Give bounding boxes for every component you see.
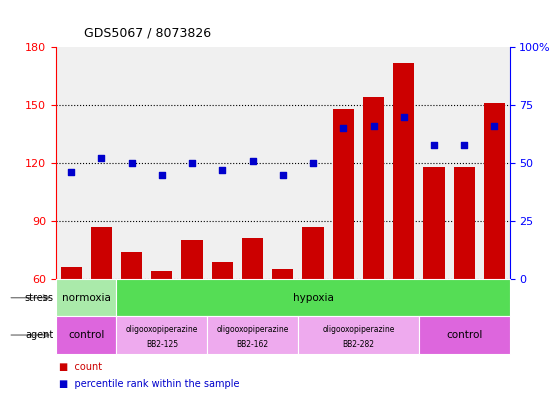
Text: control: control bbox=[68, 330, 104, 340]
Bar bbox=[151, 271, 172, 279]
Point bbox=[218, 167, 227, 173]
Point bbox=[248, 158, 257, 164]
Bar bbox=[56, 279, 116, 316]
Point bbox=[460, 141, 469, 148]
Point bbox=[309, 160, 318, 166]
Bar bbox=[212, 262, 233, 279]
Text: agent: agent bbox=[25, 330, 53, 340]
Point bbox=[369, 123, 378, 129]
Text: hypoxia: hypoxia bbox=[293, 293, 333, 303]
Text: stress: stress bbox=[24, 293, 53, 303]
Bar bbox=[272, 269, 293, 279]
Point bbox=[157, 171, 166, 178]
Point bbox=[430, 141, 438, 148]
Bar bbox=[298, 316, 419, 354]
Bar bbox=[484, 103, 505, 279]
Text: normoxia: normoxia bbox=[62, 293, 111, 303]
Bar bbox=[116, 316, 207, 354]
Bar bbox=[423, 167, 445, 279]
Point bbox=[399, 114, 408, 120]
Point bbox=[278, 171, 287, 178]
Text: BB2-125: BB2-125 bbox=[146, 340, 178, 349]
Text: ■  count: ■ count bbox=[59, 362, 102, 371]
Bar bbox=[393, 62, 414, 279]
Bar bbox=[454, 167, 475, 279]
Text: ■  percentile rank within the sample: ■ percentile rank within the sample bbox=[59, 379, 239, 389]
Bar bbox=[116, 279, 510, 316]
Point bbox=[490, 123, 499, 129]
Bar bbox=[181, 241, 203, 279]
Text: oligooxopiperazine: oligooxopiperazine bbox=[216, 325, 289, 334]
Bar bbox=[242, 239, 263, 279]
Text: BB2-282: BB2-282 bbox=[342, 340, 375, 349]
Text: oligooxopiperazine: oligooxopiperazine bbox=[125, 325, 198, 334]
Bar bbox=[419, 316, 510, 354]
Point bbox=[97, 155, 106, 162]
Bar bbox=[121, 252, 142, 279]
Point bbox=[188, 160, 197, 166]
Bar bbox=[333, 109, 354, 279]
Bar bbox=[56, 316, 116, 354]
Text: oligooxopiperazine: oligooxopiperazine bbox=[322, 325, 395, 334]
Point bbox=[67, 169, 76, 176]
Text: GDS5067 / 8073826: GDS5067 / 8073826 bbox=[84, 26, 211, 39]
Text: BB2-162: BB2-162 bbox=[236, 340, 269, 349]
Text: control: control bbox=[446, 330, 482, 340]
Bar bbox=[207, 316, 298, 354]
Point bbox=[339, 125, 348, 131]
Point bbox=[127, 160, 136, 166]
Bar bbox=[60, 267, 82, 279]
Bar bbox=[363, 97, 384, 279]
Bar bbox=[302, 227, 324, 279]
Bar bbox=[91, 227, 112, 279]
